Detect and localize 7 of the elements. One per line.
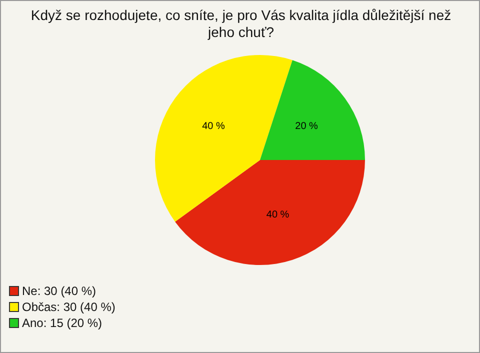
data-label: 40 % [266, 209, 290, 220]
legend-label: Občas: 30 (40 %) [22, 299, 116, 315]
legend-label: Ne: 30 (40 %) [22, 283, 96, 299]
chart-title: Když se rozhodujete, co sníte, je pro Vás kvalita jídla důležitější než jeho chuť? [30, 7, 452, 41]
data-label: 20 % [295, 120, 318, 132]
legend-label: Ano: 15 (20 %) [22, 315, 102, 331]
data-label: 40 % [202, 120, 225, 132]
